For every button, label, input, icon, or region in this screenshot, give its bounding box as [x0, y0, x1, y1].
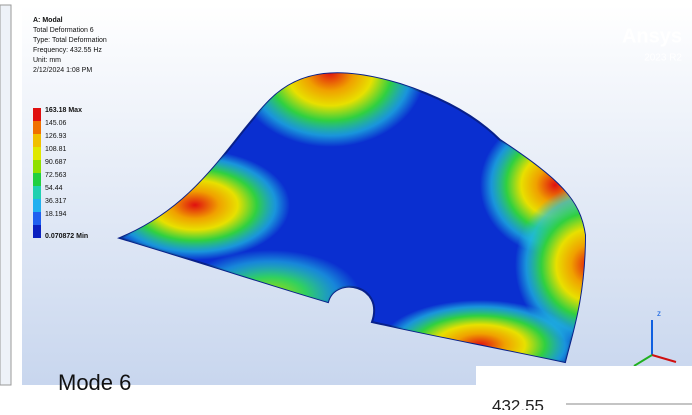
legend-label: 145.06 — [45, 120, 67, 127]
header-line: A: Modal — [33, 17, 63, 24]
legend-swatch — [33, 147, 41, 160]
legend-swatch — [33, 108, 41, 121]
legend-swatch — [33, 134, 41, 147]
legend-label: 72.563 — [45, 172, 67, 179]
color-legend — [33, 108, 41, 238]
legend-label: 54.44 — [45, 185, 63, 192]
brand-version: 2023 R2 — [644, 53, 682, 64]
header-line: Total Deformation 6 — [33, 27, 94, 34]
legend-swatch — [33, 225, 41, 238]
mode-caption: Mode 6 — [58, 370, 131, 395]
legend-swatch — [33, 199, 41, 212]
header-line: Frequency: 432.55 Hz — [33, 47, 102, 54]
legend-swatch — [33, 212, 41, 225]
page: A: Modal Total Deformation 6 Type: Total… — [0, 0, 692, 410]
legend-label: 163.18 Max — [45, 107, 82, 114]
side-panel — [0, 5, 11, 385]
header-line: Unit: mm — [33, 57, 61, 64]
svg-text:z: z — [657, 309, 661, 318]
legend-label: 108.81 — [45, 146, 67, 153]
header-line: Type: Total Deformation — [33, 37, 107, 44]
legend-swatch — [33, 160, 41, 173]
brand-name: Ansys — [622, 25, 682, 47]
legend-label: 0.070872 Min — [45, 233, 88, 240]
legend-label: 18.194 — [45, 211, 67, 218]
legend-label: 90.687 — [45, 159, 67, 166]
legend-swatch — [33, 173, 41, 186]
header-line: 2/12/2024 1:08 PM — [33, 67, 92, 74]
legend-swatch — [33, 121, 41, 134]
screenshot: A: Modal Total Deformation 6 Type: Total… — [0, 0, 692, 410]
partial-label: 432.55 — [492, 396, 544, 410]
legend-label: 126.93 — [45, 133, 67, 140]
legend-swatch — [33, 186, 41, 199]
legend-label: 36.317 — [45, 198, 67, 205]
